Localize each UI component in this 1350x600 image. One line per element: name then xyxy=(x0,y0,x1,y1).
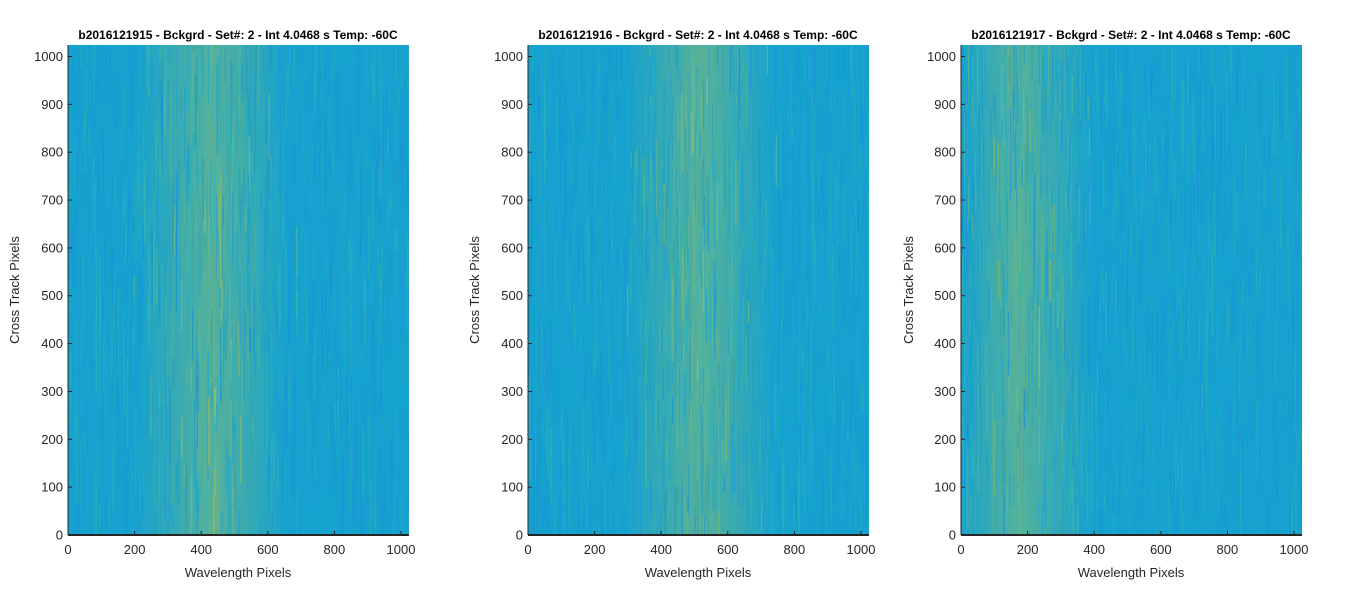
heatmap-image xyxy=(960,45,1302,536)
x-tick-label: 600 xyxy=(257,542,279,557)
y-tick-label: 0 xyxy=(516,528,523,543)
y-tick-label: 800 xyxy=(934,145,956,160)
y-tick-label: 0 xyxy=(56,528,63,543)
y-tick-label: 900 xyxy=(934,97,956,112)
x-axis-label: Wavelength Pixels xyxy=(185,565,292,580)
x-tick-label: 800 xyxy=(1217,542,1239,557)
x-tick-label: 800 xyxy=(324,542,346,557)
y-tick-label: 300 xyxy=(934,384,956,399)
y-axis-ticks: 0 100 200 300 400 500 600 700 800 900 1000 xyxy=(927,49,965,543)
x-tick-label: 400 xyxy=(650,542,672,557)
y-tick-label: 300 xyxy=(501,384,523,399)
y-tick-label: 100 xyxy=(934,480,956,495)
x-axis-label: Wavelength Pixels xyxy=(645,565,752,580)
x-tick-label: 200 xyxy=(1017,542,1039,557)
x-tick-label: 0 xyxy=(524,542,531,557)
y-tick-label: 200 xyxy=(934,432,956,447)
y-tick-label: 600 xyxy=(934,240,956,255)
y-tick-label: 600 xyxy=(501,240,523,255)
y-tick-label: 300 xyxy=(41,384,63,399)
y-tick-label: 500 xyxy=(501,288,523,303)
x-tick-label: 800 xyxy=(784,542,806,557)
heatmap-panel-1: b2016121915 - Bckgrd - Set#: 2 - Int 4.0… xyxy=(7,28,415,580)
y-tick-label: 0 xyxy=(949,528,956,543)
heatmap-panel-3: b2016121917 - Bckgrd - Set#: 2 - Int 4.0… xyxy=(901,28,1308,580)
y-tick-label: 800 xyxy=(41,145,63,160)
y-tick-label: 1000 xyxy=(34,49,63,64)
heatmap-streaks xyxy=(961,45,1302,535)
panel-title: b2016121917 - Bckgrd - Set#: 2 - Int 4.0… xyxy=(971,28,1291,42)
y-tick-label: 600 xyxy=(41,240,63,255)
y-tick-label: 100 xyxy=(501,480,523,495)
x-tick-label: 400 xyxy=(1083,542,1105,557)
heatmap-image xyxy=(67,45,409,536)
panel-title: b2016121916 - Bckgrd - Set#: 2 - Int 4.0… xyxy=(538,28,858,42)
x-tick-label: 1000 xyxy=(1280,542,1309,557)
y-tick-label: 800 xyxy=(501,145,523,160)
x-tick-label: 600 xyxy=(1150,542,1172,557)
x-tick-label: 0 xyxy=(957,542,964,557)
y-tick-label: 500 xyxy=(41,288,63,303)
y-tick-label: 400 xyxy=(934,336,956,351)
heatmap-field xyxy=(68,45,409,535)
x-tick-label: 400 xyxy=(190,542,212,557)
x-tick-label: 200 xyxy=(124,542,146,557)
y-tick-label: 900 xyxy=(41,97,63,112)
panel-title: b2016121915 - Bckgrd - Set#: 2 - Int 4.0… xyxy=(78,28,398,42)
x-axis-ticks: 0 200 400 600 800 1000 xyxy=(524,531,875,557)
y-axis-label: Cross Track Pixels xyxy=(901,236,916,344)
x-axis-label: Wavelength Pixels xyxy=(1078,565,1185,580)
y-tick-label: 700 xyxy=(41,193,63,208)
y-tick-label: 400 xyxy=(501,336,523,351)
x-axis-ticks: 0 200 400 600 800 1000 xyxy=(64,531,415,557)
y-tick-label: 1000 xyxy=(494,49,523,64)
x-axis-ticks: 0 200 400 600 800 1000 xyxy=(957,531,1308,557)
y-tick-label: 700 xyxy=(501,193,523,208)
x-tick-label: 1000 xyxy=(387,542,416,557)
x-tick-label: 600 xyxy=(717,542,739,557)
x-tick-label: 0 xyxy=(64,542,71,557)
y-axis-ticks: 0 100 200 300 400 500 600 700 800 900 1000 xyxy=(34,49,72,543)
heatmap-panel-2: b2016121916 - Bckgrd - Set#: 2 - Int 4.0… xyxy=(467,28,875,580)
heatmap-field xyxy=(961,45,1302,535)
x-tick-label: 1000 xyxy=(847,542,876,557)
heatmap-image xyxy=(527,45,869,536)
heatmap-streaks xyxy=(528,45,869,535)
y-tick-label: 200 xyxy=(501,432,523,447)
y-axis-label: Cross Track Pixels xyxy=(7,236,22,344)
heatmap-streaks xyxy=(68,45,409,535)
y-axis-label: Cross Track Pixels xyxy=(467,236,482,344)
y-tick-label: 900 xyxy=(501,97,523,112)
y-tick-label: 1000 xyxy=(927,49,956,64)
y-axis-ticks: 0 100 200 300 400 500 600 700 800 900 1000 xyxy=(494,49,532,543)
y-tick-label: 100 xyxy=(41,480,63,495)
y-tick-label: 500 xyxy=(934,288,956,303)
x-tick-label: 200 xyxy=(584,542,606,557)
y-tick-label: 700 xyxy=(934,193,956,208)
y-tick-label: 200 xyxy=(41,432,63,447)
y-tick-label: 400 xyxy=(41,336,63,351)
heatmap-field xyxy=(528,45,869,535)
